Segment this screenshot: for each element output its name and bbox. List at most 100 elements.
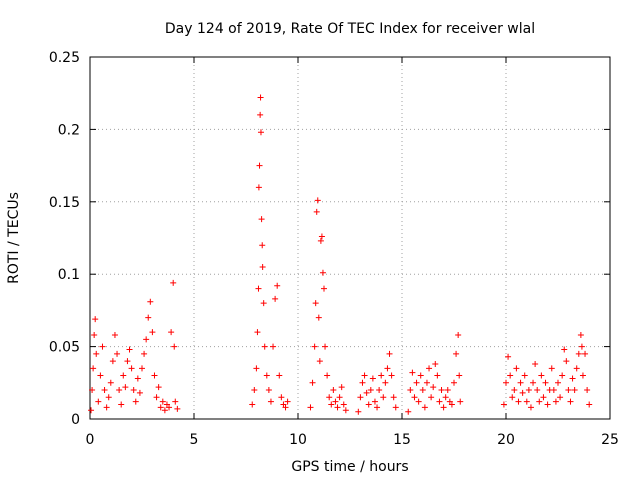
data-point	[436, 398, 443, 405]
data-point	[103, 404, 110, 411]
data-point	[455, 332, 462, 339]
data-point	[511, 387, 518, 394]
data-point	[109, 358, 116, 365]
data-point	[538, 372, 545, 379]
data-point	[141, 350, 148, 357]
data-point	[326, 394, 333, 401]
data-point	[444, 387, 451, 394]
data-point	[92, 316, 99, 323]
data-point	[330, 387, 337, 394]
x-tick-label: 5	[190, 432, 199, 448]
data-point	[411, 394, 418, 401]
data-point	[170, 279, 177, 286]
data-point	[257, 129, 264, 136]
data-point	[336, 394, 343, 401]
data-point	[579, 372, 586, 379]
data-point	[432, 360, 439, 367]
data-points	[88, 94, 593, 415]
data-point	[101, 387, 108, 394]
data-point	[386, 350, 393, 357]
data-point	[259, 242, 266, 249]
data-point	[309, 379, 316, 386]
data-point	[565, 387, 572, 394]
data-point	[174, 405, 181, 412]
data-point	[548, 365, 555, 372]
data-point	[153, 394, 160, 401]
data-point	[340, 401, 347, 408]
data-point	[559, 372, 566, 379]
data-point	[256, 162, 263, 169]
data-point	[149, 329, 156, 336]
data-point	[105, 394, 112, 401]
y-tick-label: 0.05	[49, 340, 80, 356]
data-point	[265, 387, 272, 394]
data-point	[421, 404, 428, 411]
data-point	[584, 387, 591, 394]
data-point	[419, 387, 426, 394]
data-point	[312, 300, 319, 307]
data-point	[357, 394, 364, 401]
data-point	[536, 398, 543, 405]
x-tick-label: 20	[497, 432, 515, 448]
data-point	[128, 365, 135, 372]
data-point	[513, 365, 520, 372]
data-point	[145, 314, 152, 321]
data-point	[147, 298, 154, 305]
data-point	[321, 285, 327, 292]
x-tick-label: 10	[289, 432, 307, 448]
data-point	[93, 350, 100, 357]
data-point	[415, 398, 422, 405]
data-point	[361, 372, 368, 379]
data-point	[363, 389, 370, 396]
data-point	[255, 285, 262, 292]
data-point	[136, 389, 143, 396]
data-point	[563, 358, 570, 365]
data-point	[114, 350, 121, 357]
data-point	[314, 197, 321, 204]
data-point	[367, 387, 374, 394]
data-point	[274, 282, 281, 289]
data-point	[434, 372, 441, 379]
data-point	[171, 343, 178, 350]
data-point	[409, 369, 416, 376]
data-point	[582, 350, 589, 357]
data-point	[124, 358, 131, 365]
data-point	[107, 379, 114, 386]
data-point	[317, 237, 324, 244]
data-point	[139, 365, 145, 372]
plot-frame	[89, 56, 611, 420]
data-point	[417, 372, 424, 379]
data-point	[521, 372, 528, 379]
data-point	[413, 379, 420, 386]
data-point	[507, 372, 514, 379]
data-point	[517, 379, 524, 386]
data-point	[552, 398, 559, 405]
data-point	[155, 384, 162, 391]
data-point	[578, 343, 585, 350]
data-point	[318, 233, 325, 240]
y-tick-label: 0.2	[58, 122, 80, 138]
data-point	[282, 404, 289, 411]
data-point	[571, 387, 578, 394]
data-point	[509, 394, 516, 401]
data-point	[324, 372, 331, 379]
data-point	[118, 401, 125, 408]
data-point	[448, 401, 455, 408]
data-point	[99, 343, 106, 350]
y-tick-label: 0.15	[49, 195, 80, 211]
x-axis-label: GPS time / hours	[291, 459, 408, 475]
data-point	[586, 401, 593, 408]
data-point	[166, 404, 173, 411]
data-point	[384, 365, 391, 372]
data-point	[132, 398, 139, 405]
data-point	[525, 387, 532, 394]
data-point	[378, 372, 385, 379]
y-tick-label: 0	[71, 412, 80, 428]
data-point	[530, 379, 537, 386]
data-point	[365, 401, 372, 408]
data-point	[428, 394, 435, 401]
data-point	[332, 398, 339, 405]
data-point	[316, 358, 323, 365]
data-point	[334, 404, 341, 411]
x-tick-label: 0	[86, 432, 95, 448]
